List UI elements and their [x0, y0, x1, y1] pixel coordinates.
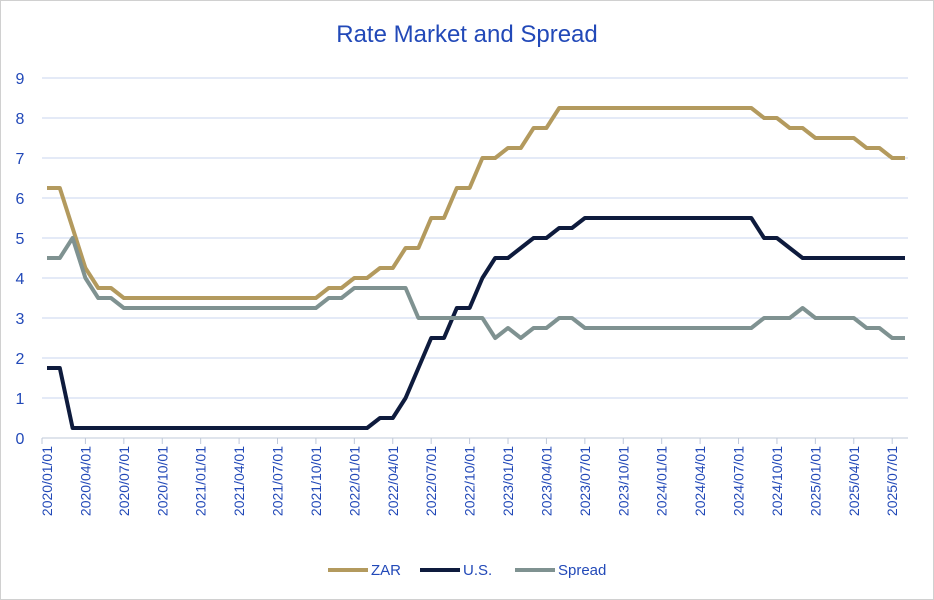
x-tick-label: 2025/01/01	[807, 446, 823, 516]
y-tick-label: 9	[16, 71, 25, 88]
y-tick-label: 1	[16, 391, 25, 408]
x-tick-label: 2025/04/01	[846, 446, 862, 516]
y-tick-label: 8	[16, 111, 25, 128]
x-tick-label: 2021/10/01	[308, 446, 324, 516]
legend-label: U.S.	[463, 562, 492, 579]
legend-label: ZAR	[371, 562, 401, 579]
y-tick-label: 3	[16, 311, 25, 328]
y-axis-ticks: 0 1 2 3 4 5 6 7 8 9	[16, 71, 25, 448]
x-tick-label: 2024/01/01	[654, 446, 670, 516]
y-tick-label: 2	[16, 351, 25, 368]
legend-label: Spread	[558, 562, 606, 579]
x-tick-label: 2021/01/01	[193, 446, 209, 516]
legend: ZAR U.S. Spread	[328, 562, 606, 579]
x-tick-label: 2023/07/01	[577, 446, 593, 516]
x-tick-label: 2021/07/01	[270, 446, 286, 516]
y-tick-label: 7	[16, 151, 25, 168]
series-line-spread	[47, 236, 905, 340]
x-tick-label: 2022/10/01	[462, 446, 478, 516]
x-tick-label: 2024/07/01	[731, 446, 747, 516]
x-tick-label: 2022/07/01	[423, 446, 439, 516]
x-tick-label: 2020/01/01	[39, 446, 55, 516]
chart-title: Rate Market and Spread	[336, 21, 597, 48]
x-tick-label: 2023/04/01	[538, 446, 554, 516]
x-tick-label: 2023/01/01	[500, 446, 516, 516]
series-lines	[47, 106, 905, 430]
x-tick-label: 2023/10/01	[615, 446, 631, 516]
x-tick-label: 2022/04/01	[385, 446, 401, 516]
series-line-zar	[47, 106, 905, 300]
x-tick-label: 2022/01/01	[346, 446, 362, 516]
x-axis-ticks: 2020/01/01 2020/04/01 2020/07/01 2020/10/01…	[39, 438, 900, 516]
y-tick-label: 4	[16, 271, 25, 288]
x-tick-label: 2020/07/01	[116, 446, 132, 516]
y-tick-label: 6	[16, 191, 25, 208]
legend-item: Spread	[515, 562, 606, 579]
x-tick-label: 2025/07/01	[884, 446, 900, 516]
legend-item: ZAR	[328, 562, 401, 579]
x-tick-label: 2020/10/01	[154, 446, 170, 516]
x-tick-label: 2020/04/01	[77, 446, 93, 516]
legend-item: U.S.	[420, 562, 492, 579]
x-tick-label: 2021/04/01	[231, 446, 247, 516]
series-line-us	[47, 216, 905, 430]
y-tick-label: 0	[16, 431, 25, 448]
x-tick-label: 2024/04/01	[692, 446, 708, 516]
x-tick-label: 2024/10/01	[769, 446, 785, 516]
y-tick-label: 5	[16, 231, 25, 248]
